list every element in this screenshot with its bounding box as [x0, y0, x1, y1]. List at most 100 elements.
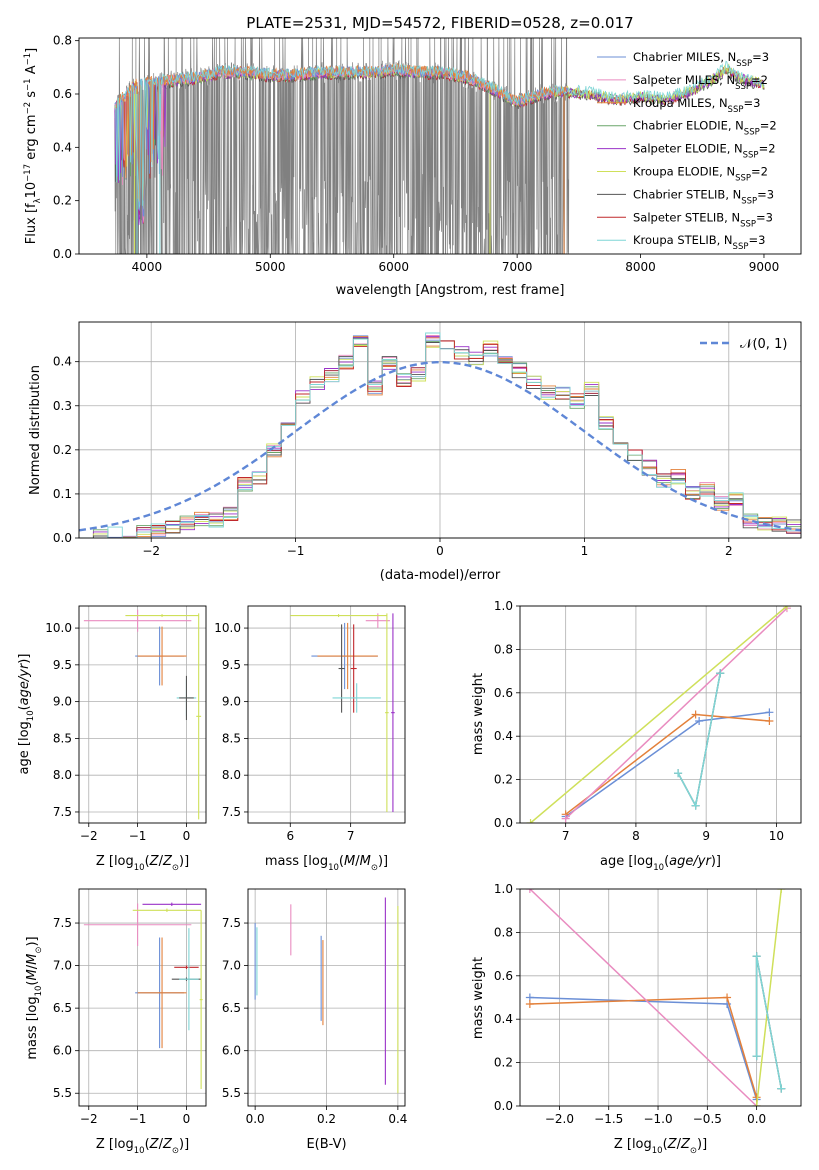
- y-tick-label: 0.4: [494, 1012, 513, 1026]
- x-axis-label: Z [log10(Z/Z⊙)]: [96, 854, 189, 873]
- legend: Chabrier MILES, NSSP=3 Salpeter MILES, NS…: [597, 50, 777, 252]
- model-spectrum-line: [114, 63, 567, 202]
- x-tick-label: 0: [183, 1112, 191, 1126]
- legend-label: Salpeter MILES, NSSP=2: [633, 73, 768, 92]
- y-tick-label: 0.1: [53, 487, 72, 501]
- plot-area: [290, 613, 395, 812]
- y-tick-label: 0.2: [494, 773, 513, 787]
- x-tick-label: 8000: [625, 260, 656, 274]
- x-tick-label: −1.5: [594, 1112, 623, 1126]
- y-tick-label: 0.0: [494, 1099, 513, 1113]
- mass-weight-line: [755, 889, 783, 1106]
- y-tick-label: 0.4: [53, 355, 72, 369]
- figure-title: PLATE=2531, MJD=54572, FIBERID=0528, z=0…: [246, 14, 633, 32]
- model-spectrum-line: [114, 60, 765, 210]
- x-tick-label: 6000: [378, 260, 409, 274]
- y-tick-label: 0.2: [494, 1056, 513, 1070]
- mass-weight-marker: [695, 717, 704, 726]
- y-tick-label: 0.2: [53, 443, 72, 457]
- x-axis-label: E(B-V): [306, 1137, 346, 1152]
- axes-frame: [78, 605, 207, 824]
- y-axis-label: mass weight: [471, 957, 486, 1039]
- x-tick-label: 7000: [502, 260, 533, 274]
- x-tick-label: −1: [129, 1112, 147, 1126]
- x-axis-label: age [log10(age/yr)]: [600, 854, 721, 873]
- mass-weight-marker: [674, 769, 683, 778]
- y-tick-label: 10.0: [214, 621, 241, 635]
- mass-weight-marker: [752, 1102, 761, 1106]
- y-axis-label: mass weight: [471, 673, 486, 755]
- y-tick-label: 0.2: [53, 194, 72, 208]
- x-tick-label: 0.0: [246, 1112, 265, 1126]
- residual-histogram-axes: −2 −1 0 1 2 0.0 0.1 0.2 0.3 0.4 (data-model)/error…: [28, 321, 802, 583]
- x-tick-label: 0.4: [388, 1112, 407, 1126]
- mass-weight-marker: [716, 669, 725, 678]
- y-tick-label: 6.5: [53, 1001, 72, 1015]
- y-axis-label: mass [log10(M/M⊙)]: [25, 936, 44, 1059]
- y-tick-label: 7.0: [53, 959, 72, 973]
- x-tick-label: −0.5: [693, 1112, 722, 1126]
- legend: 𝒩(0, 1): [700, 337, 787, 352]
- mass-vs-metallicity-axes: −2 −1 0 5.5 6.0 6.5 7.0 7.5 Z [log10(Z/Z⊙)] mass …: [25, 888, 207, 1156]
- y-tick-label: 0.8: [494, 642, 513, 656]
- x-axis-label: Z [log10(Z/Z⊙)]: [614, 1137, 707, 1156]
- mass-weight-marker: [525, 889, 534, 893]
- legend-label: 𝒩(0, 1): [740, 337, 787, 352]
- y-tick-label: 8.0: [53, 768, 72, 782]
- plot-area: [79, 332, 801, 538]
- y-tick-label: 5.5: [222, 1086, 241, 1100]
- mass-weight-marker: [765, 717, 774, 726]
- mass-weight-line: [565, 713, 770, 815]
- mass-weight-line: [529, 996, 758, 1098]
- x-tick-label: 5000: [255, 260, 286, 274]
- y-tick-label: 1.0: [494, 599, 513, 613]
- legend-label: Salpeter STELIB, NSSP=3: [633, 210, 773, 229]
- y-tick-label: 9.5: [222, 658, 241, 672]
- mass-weight-marker: [752, 1052, 761, 1061]
- y-tick-label: 8.5: [222, 731, 241, 745]
- plot-area: [525, 889, 786, 1106]
- y-tick-label: 7.5: [53, 916, 72, 930]
- axes-frame: [247, 605, 406, 824]
- x-tick-label: 2: [725, 544, 733, 558]
- x-tick-label: 0.0: [747, 1112, 766, 1126]
- axes-frame: [78, 888, 207, 1107]
- y-tick-label: 10.0: [45, 621, 72, 635]
- plot-area: [114, 38, 765, 254]
- y-tick-label: 0.6: [494, 686, 513, 700]
- y-tick-label: 0.0: [53, 531, 72, 545]
- legend-label: Kroupa MILES, NSSP=3: [633, 96, 760, 115]
- mass-weight-line: [530, 606, 788, 823]
- mass-weight-marker: [777, 889, 786, 893]
- x-tick-label: −1: [287, 544, 305, 558]
- age-vs-mass-axes: 6 7 7.5 8.0 8.5 9.0 9.5 10.0 mass [log10(M/M⊙)]: [214, 605, 406, 873]
- x-tick-label: 4000: [132, 260, 163, 274]
- x-tick-label: 8: [632, 829, 640, 843]
- x-axis-label: wavelength [Angstrom, rest frame]: [336, 283, 565, 298]
- mass-weight-marker: [723, 993, 732, 1002]
- x-tick-label: 10: [769, 829, 784, 843]
- x-tick-label: 9000: [749, 260, 780, 274]
- x-tick-label: 7: [347, 829, 355, 843]
- x-tick-label: 1: [581, 544, 589, 558]
- legend-label: Chabrier MILES, NSSP=3: [633, 50, 769, 69]
- x-tick-label: −2: [80, 1112, 98, 1126]
- x-axis-label: mass [log10(M/M⊙)]: [265, 854, 388, 873]
- age-vs-metallicity-axes: −2 −1 0 7.5 8.0 8.5 9.0 9.5 10.0 Z [log10(Z/Z⊙)] a…: [17, 605, 207, 873]
- mass-weight-line: [529, 996, 758, 1100]
- x-tick-label: 0: [436, 544, 444, 558]
- mass-weight-line: [565, 607, 788, 820]
- x-tick-label: 9: [702, 829, 710, 843]
- x-axis-label: (data-model)/error: [380, 568, 501, 583]
- legend-label: Chabrier ELODIE, NSSP=2: [633, 119, 777, 138]
- mass-weight-marker: [777, 1084, 786, 1093]
- mass-vs-extinction-axes: 0.0 0.2 0.4 5.5 6.0 6.5 7.0 7.5 E(B-V): [222, 888, 407, 1152]
- mass-weight-vs-metallicity-axes: −2.0 −1.5 −1.0 −0.5 0.0 0.0 0.2 0.4 0.6 0.8 1.0 Z […: [471, 882, 802, 1156]
- plot-area: [83, 902, 203, 1089]
- legend-label: Chabrier STELIB, NSSP=3: [633, 187, 774, 206]
- axes-frame: [519, 888, 802, 1107]
- axes-frame: [78, 37, 802, 255]
- y-tick-label: 9.0: [53, 695, 72, 709]
- y-tick-label: 6.0: [53, 1044, 72, 1058]
